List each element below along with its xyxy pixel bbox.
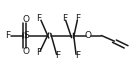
- Text: O: O: [85, 31, 92, 40]
- Text: F: F: [75, 14, 81, 23]
- Text: F: F: [36, 14, 42, 23]
- Text: S: S: [23, 31, 29, 40]
- Text: O: O: [22, 15, 30, 24]
- Text: F: F: [36, 48, 41, 57]
- Text: O: O: [22, 47, 30, 56]
- Text: F: F: [62, 14, 67, 23]
- Text: F: F: [75, 51, 80, 60]
- Text: F: F: [5, 31, 10, 40]
- Text: F: F: [55, 51, 60, 60]
